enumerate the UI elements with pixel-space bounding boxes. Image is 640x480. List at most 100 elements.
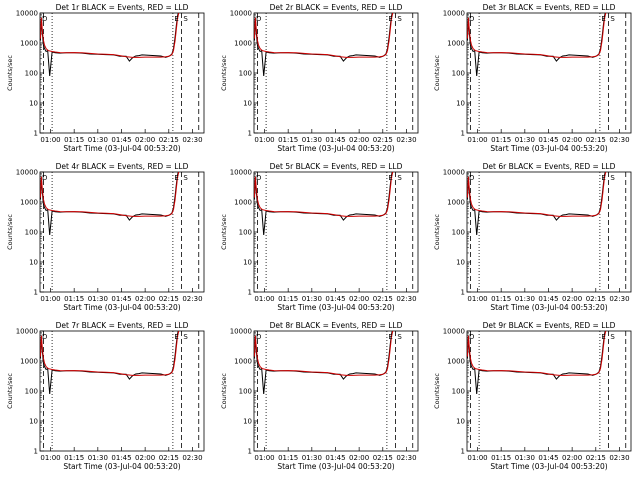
x-tick-label: 01:30 <box>515 136 535 144</box>
marker-letter-e: E <box>174 15 178 23</box>
events-series-line <box>467 13 606 76</box>
panel-title: Det 9r BLACK = Events, RED = LLD <box>483 321 616 330</box>
x-tick-label: 01:30 <box>515 295 535 303</box>
marker-letter-d: D <box>42 333 47 341</box>
y-axis-label: Counts/sec <box>220 373 228 409</box>
plot-frame <box>253 330 419 452</box>
x-tick-label: 01:00 <box>254 295 274 303</box>
marker-letter-s: S <box>397 15 402 23</box>
y-tick-label: 100 <box>239 70 252 78</box>
y-tick-label: 1 <box>248 130 252 138</box>
events-series-line <box>254 331 393 394</box>
marker-letter-s: S <box>397 174 402 182</box>
y-axis-label: Counts/sec <box>6 373 14 409</box>
x-axis-label: Start Time (03-Jul-04 00:53:20) <box>63 144 180 153</box>
marker-letter-d: D <box>256 174 261 182</box>
y-tick-label: 100 <box>452 229 465 237</box>
y-tick-label: 100 <box>452 70 465 78</box>
marker-letter-s: S <box>183 174 188 182</box>
x-tick-label: 02:00 <box>349 136 369 144</box>
marker-letter-s: S <box>183 15 188 23</box>
y-tick-label: 10 <box>243 259 252 267</box>
x-tick-label: 02:30 <box>182 454 202 462</box>
x-tick-label: 02:30 <box>609 454 629 462</box>
y-tick-label: 1000 <box>447 40 465 48</box>
x-tick-label: 01:15 <box>491 454 511 462</box>
x-tick-label: 01:15 <box>278 136 298 144</box>
x-tick-label: 02:15 <box>373 454 393 462</box>
panel-title: Det 8r BLACK = Events, RED = LLD <box>270 321 403 330</box>
marker-letter-e: E <box>601 333 605 341</box>
x-tick-label: 01:45 <box>538 136 558 144</box>
y-tick-label: 100 <box>239 229 252 237</box>
x-tick-label: 02:15 <box>373 136 393 144</box>
events-series-line <box>40 172 179 235</box>
panel-7: Det 7r BLACK = Events, RED = LLD 1 10 100 10… <box>6 321 205 471</box>
x-tick-label: 02:30 <box>396 295 416 303</box>
y-tick-label: 10 <box>456 259 465 267</box>
panel-title: Det 5r BLACK = Events, RED = LLD <box>270 162 403 171</box>
marker-letter-d: D <box>256 15 261 23</box>
x-tick-label: 01:45 <box>325 454 345 462</box>
y-axis-label: Counts/sec <box>220 214 228 250</box>
panel-title: Det 4r BLACK = Events, RED = LLD <box>56 162 189 171</box>
plot-frame <box>466 12 632 134</box>
plot-frame <box>253 12 419 134</box>
x-tick-label: 01:00 <box>467 454 487 462</box>
lld-series-line <box>40 331 180 376</box>
x-tick-label: 01:30 <box>88 295 108 303</box>
events-series-line <box>254 13 393 76</box>
lld-series-line <box>254 172 394 217</box>
y-axis-label: Counts/sec <box>6 214 14 250</box>
marker-letter-d: D <box>42 15 47 23</box>
marker-letter-s: S <box>183 333 188 341</box>
panel-1: Det 1r BLACK = Events, RED = LLD 1 10 100 10… <box>6 3 205 153</box>
x-axis-label: Start Time (03-Jul-04 00:53:20) <box>277 144 394 153</box>
marker-letter-s: S <box>610 333 615 341</box>
panel-4: Det 4r BLACK = Events, RED = LLD 1 10 100 10… <box>6 162 205 312</box>
x-tick-label: 02:00 <box>562 136 582 144</box>
y-tick-label: 1 <box>34 130 38 138</box>
marker-letter-d: D <box>256 333 261 341</box>
y-axis-label: Counts/sec <box>220 55 228 91</box>
x-tick-label: 02:15 <box>159 295 179 303</box>
x-tick-label: 01:30 <box>302 454 322 462</box>
y-tick-label: 10 <box>243 418 252 426</box>
plot-frame <box>253 171 419 293</box>
panel-2: Det 2r BLACK = Events, RED = LLD 1 10 100 10… <box>220 3 419 153</box>
x-axis-label: Start Time (03-Jul-04 00:53:20) <box>490 462 607 471</box>
plot-frame <box>39 330 205 452</box>
events-series-line <box>40 331 179 394</box>
x-tick-label: 02:00 <box>349 295 369 303</box>
y-tick-label: 10 <box>456 418 465 426</box>
x-tick-label: 01:00 <box>40 295 60 303</box>
y-tick-label: 10 <box>243 100 252 108</box>
panel-title: Det 3r BLACK = Events, RED = LLD <box>483 3 616 12</box>
x-tick-label: 02:00 <box>135 454 155 462</box>
x-tick-label: 01:00 <box>40 136 60 144</box>
y-tick-label: 1 <box>248 448 252 456</box>
lld-series-line <box>40 172 180 217</box>
x-tick-label: 02:00 <box>562 295 582 303</box>
x-tick-label: 01:15 <box>278 454 298 462</box>
marker-letter-e: E <box>174 333 178 341</box>
y-tick-label: 10 <box>29 259 38 267</box>
y-tick-label: 1 <box>34 448 38 456</box>
y-tick-label: 100 <box>25 229 38 237</box>
marker-letter-s: S <box>610 15 615 23</box>
x-tick-label: 01:15 <box>491 136 511 144</box>
x-tick-label: 01:45 <box>325 136 345 144</box>
x-tick-label: 01:30 <box>88 136 108 144</box>
marker-letter-e: E <box>174 174 178 182</box>
marker-letter-e: E <box>388 174 392 182</box>
x-tick-label: 01:30 <box>88 454 108 462</box>
y-tick-label: 10000 <box>443 10 465 18</box>
panel-6: Det 6r BLACK = Events, RED = LLD 1 10 100 10… <box>433 162 632 312</box>
x-tick-label: 01:00 <box>40 454 60 462</box>
x-axis-label: Start Time (03-Jul-04 00:53:20) <box>277 462 394 471</box>
x-tick-label: 02:15 <box>586 295 606 303</box>
y-tick-label: 1000 <box>447 358 465 366</box>
x-tick-label: 01:15 <box>491 295 511 303</box>
x-tick-label: 01:30 <box>515 454 535 462</box>
